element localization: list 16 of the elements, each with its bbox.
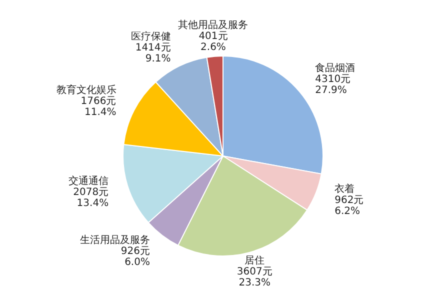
slice-label: 医疗保健 [130, 30, 171, 43]
data-label: 1414元 9.1% [135, 42, 171, 65]
slice-label: 衣着 [334, 182, 355, 195]
slice-label: 食品烟酒 [315, 62, 356, 74]
slice-label: 其他用品及服务 [178, 19, 248, 32]
slice-label: 生活用品及服务 [80, 234, 150, 246]
data-label: 1766元 11.4% [80, 96, 116, 118]
data-label: 4310元 27.9% [315, 74, 351, 96]
slice-label: 交通通信 [68, 174, 109, 187]
data-label: 962元 6.2% [334, 194, 364, 217]
data-label: 3607元 23.3% [236, 266, 272, 288]
data-label: 401元 2.6% [198, 31, 228, 54]
data-label: 926元 6.0% [120, 246, 150, 268]
slice-label: 居住 [244, 255, 265, 266]
slice-label: 教育文化娱乐 [56, 84, 116, 96]
data-label: 2078元 13.4% [73, 186, 109, 209]
